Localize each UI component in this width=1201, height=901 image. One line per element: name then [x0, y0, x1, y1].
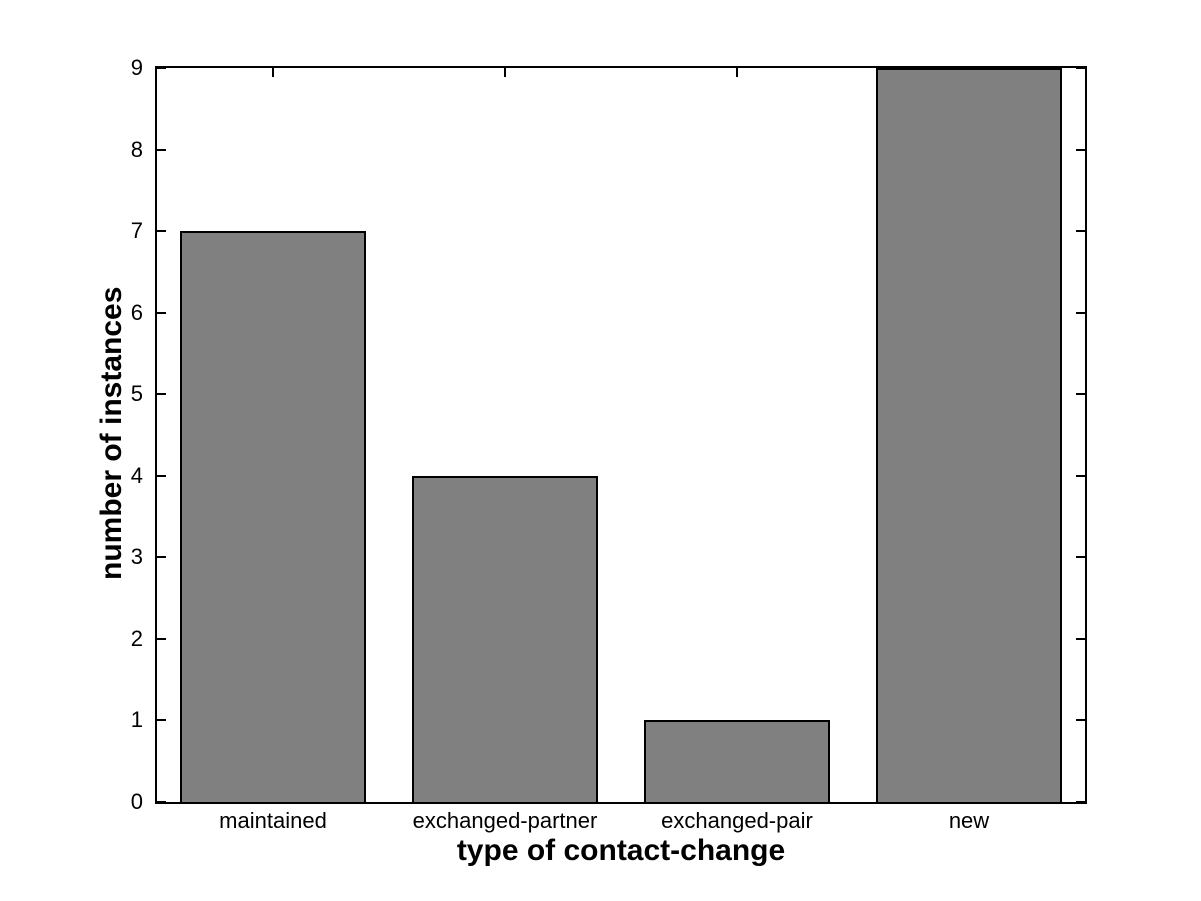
- y-tick-label: 1: [130, 707, 143, 733]
- x-tick-mark-top: [504, 68, 506, 77]
- x-tick-label: new: [948, 808, 990, 833]
- y-tick-mark-left: [157, 801, 166, 803]
- bar-new: [876, 68, 1062, 802]
- x-tick-label: exchanged-partner: [412, 808, 598, 833]
- y-tick-label: 3: [130, 544, 143, 570]
- bar-exchanged-partner: [412, 475, 598, 802]
- y-tick-mark-right: [1076, 719, 1085, 722]
- bar-exchanged-pair: [644, 720, 830, 802]
- x-tick-mark-top: [272, 68, 274, 77]
- y-tick-mark-right: [1076, 801, 1085, 803]
- y-tick-mark-left: [157, 67, 166, 69]
- x-axis-title: type of contact-change: [456, 834, 786, 867]
- y-tick-mark-right: [1076, 67, 1085, 69]
- y-tick-mark-left: [157, 148, 166, 151]
- y-tick-mark-right: [1076, 556, 1085, 559]
- y-tick-mark-right: [1076, 474, 1085, 477]
- y-tick-label: 5: [130, 381, 143, 407]
- y-tick-label: 2: [130, 625, 143, 651]
- y-tick-mark-right: [1076, 637, 1085, 640]
- y-tick-label: 7: [130, 218, 143, 244]
- y-tick-label: 4: [130, 462, 143, 488]
- y-tick-label: 8: [130, 136, 143, 162]
- bar-maintained: [180, 231, 366, 802]
- y-tick-label: 0: [130, 789, 143, 814]
- y-tick-mark-left: [157, 230, 166, 233]
- y-tick-mark-left: [157, 637, 166, 640]
- x-tick-label: exchanged-pair: [661, 808, 813, 833]
- y-tick-mark-left: [157, 393, 166, 396]
- x-tick-mark-top: [736, 68, 738, 77]
- y-axis-title: number of instances: [95, 286, 128, 580]
- y-tick-mark-left: [157, 719, 166, 722]
- y-tick-label: 6: [130, 299, 143, 325]
- y-tick-mark-left: [157, 556, 166, 559]
- plot-area: 0 1 2 3 4 5 6 7 8 9 maintained exchanged-partner exc…: [131, 55, 1087, 833]
- y-tick-mark-right: [1076, 148, 1085, 151]
- y-tick-label: 9: [130, 55, 143, 80]
- y-tick-mark-right: [1076, 311, 1085, 314]
- x-tick-label: maintained: [219, 808, 327, 833]
- y-tick-mark-right: [1076, 230, 1085, 233]
- y-tick-mark-left: [157, 311, 166, 314]
- y-tick-mark-left: [157, 474, 166, 477]
- y-tick-mark-right: [1076, 393, 1085, 396]
